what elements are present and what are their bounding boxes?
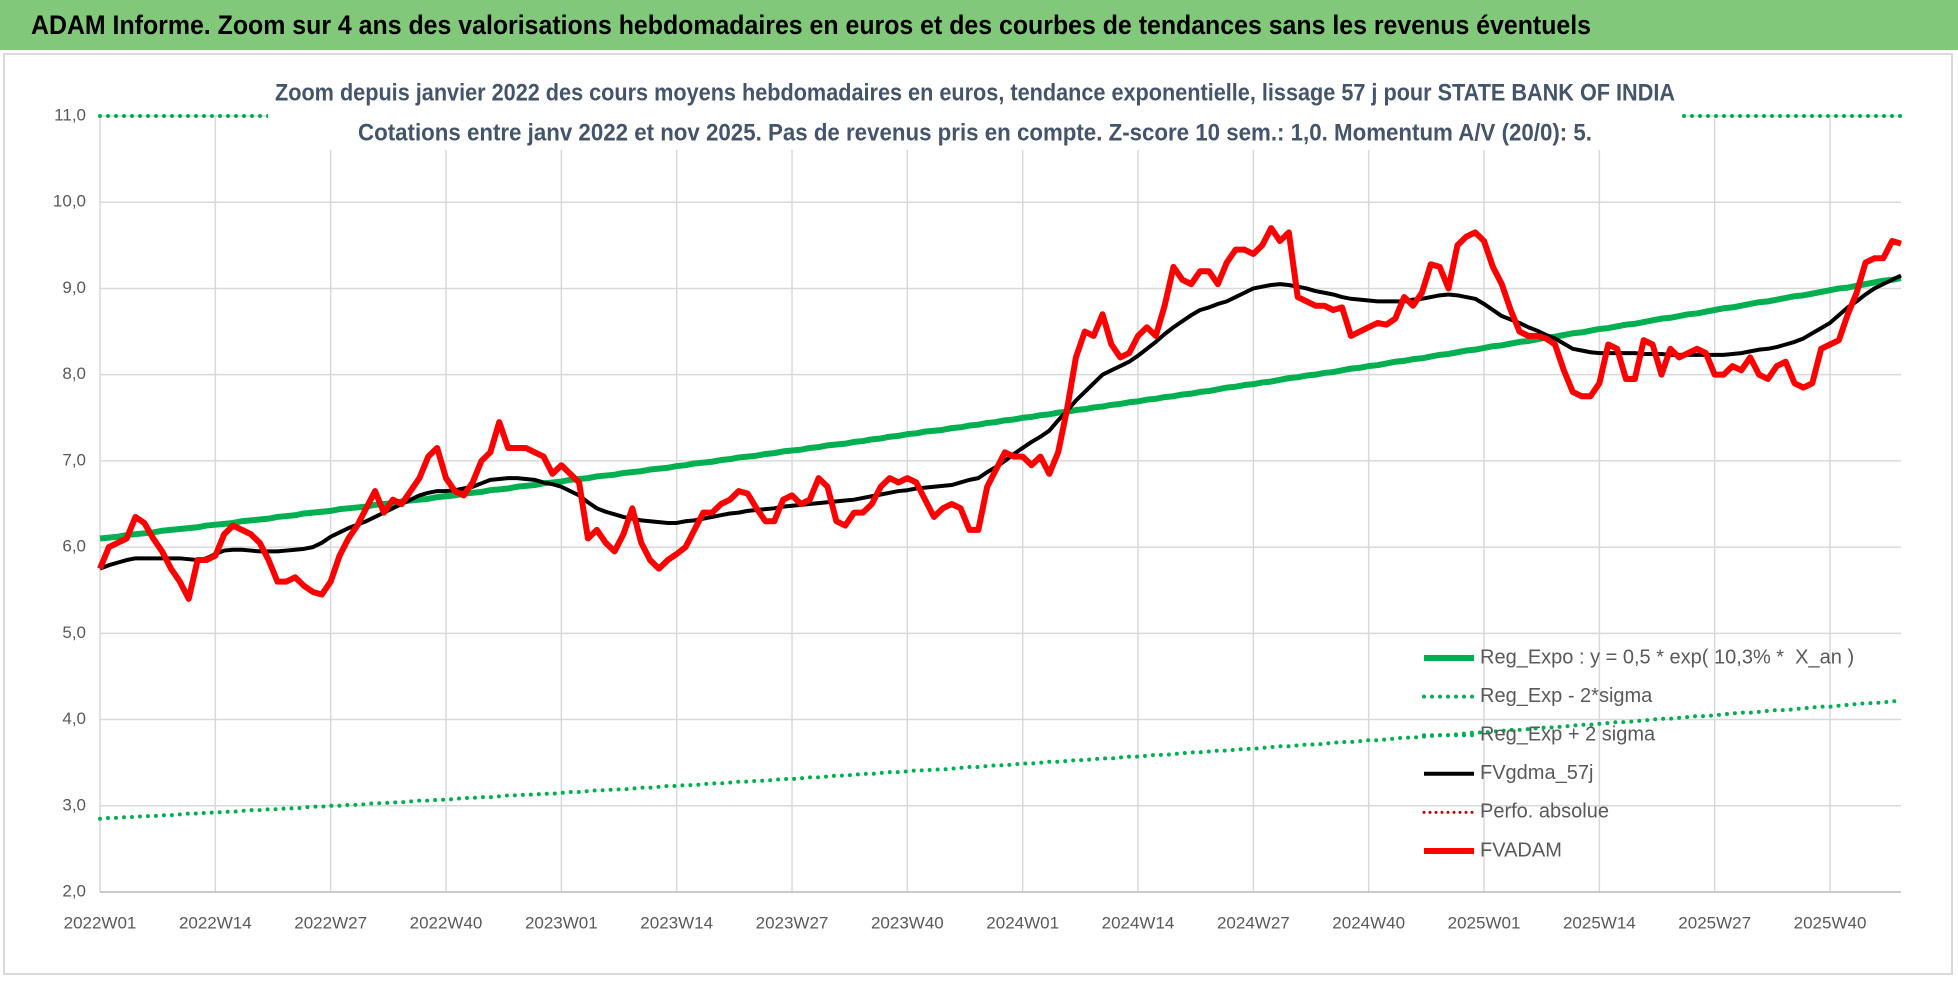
legend-label: Reg_Expo : y = 0,5 * exp( 10,3% * X_an ) [1480,646,1854,668]
x-tick-label: 2025W27 [1678,913,1751,932]
chart-subtitle: Cotations entre janv 2022 et nov 2025. P… [358,119,1592,146]
y-tick-label: 7,0 [62,450,86,469]
legend: Reg_Expo : y = 0,5 * exp( 10,3% * X_an )… [1422,646,1854,861]
x-tick-label: 2022W14 [179,913,252,932]
legend-label: Reg_Exp + 2 sigma [1480,723,1656,745]
legend-label: Reg_Exp - 2*sigma [1480,685,1653,707]
y-tick-label: 9,0 [62,278,86,297]
y-tick-label: 6,0 [62,537,86,556]
y-tick-label: 3,0 [62,795,86,814]
y-tick-label: 8,0 [62,364,86,383]
y-tick-label: 11,0 [54,105,86,124]
y-tick-label: 10,0 [53,192,86,211]
axes: 2,0 3,0 4,0 5,0 6,0 7,0 8,0 9,0 10,0 11,0 2022W01 2… [53,105,1901,932]
x-tick-label: 2023W40 [871,913,944,932]
x-tick-label: 2024W40 [1332,913,1405,932]
legend-label: FVADAM [1480,839,1562,861]
chart-frame [3,53,1953,975]
x-tick-label: 2025W01 [1448,913,1521,932]
x-tick-label: 2025W14 [1563,913,1636,932]
legend-label: FVgdma_57j [1480,762,1593,784]
series-line [97,225,1902,602]
grid [99,115,1901,893]
x-tick-label: 2024W27 [1217,913,1290,932]
x-tick-label: 2024W14 [1102,913,1175,932]
y-tick-label: 5,0 [62,623,86,642]
x-tick-label: 2023W01 [525,913,598,932]
series-line [98,698,1903,821]
y-tick-label: 4,0 [62,709,86,728]
x-tick-label: 2024W01 [986,913,1059,932]
x-tick-label: 2025W40 [1794,913,1867,932]
plot-lines [97,114,1903,821]
chart-title: Zoom depuis janvier 2022 des cours moyen… [275,79,1675,106]
x-tick-label: 2022W01 [64,913,137,932]
title-box [268,72,1682,150]
x-tick-label: 2022W27 [294,913,367,932]
x-tick-label: 2022W40 [410,913,483,932]
banner [0,0,1958,50]
x-tick-label: 2023W14 [640,913,713,932]
x-tick-label: 2023W27 [756,913,829,932]
y-tick-label: 2,0 [62,881,86,900]
banner-title: ADAM Informe. Zoom sur 4 ans des valoris… [31,10,1591,40]
legend-label: Perfo. absolue [1480,801,1609,823]
